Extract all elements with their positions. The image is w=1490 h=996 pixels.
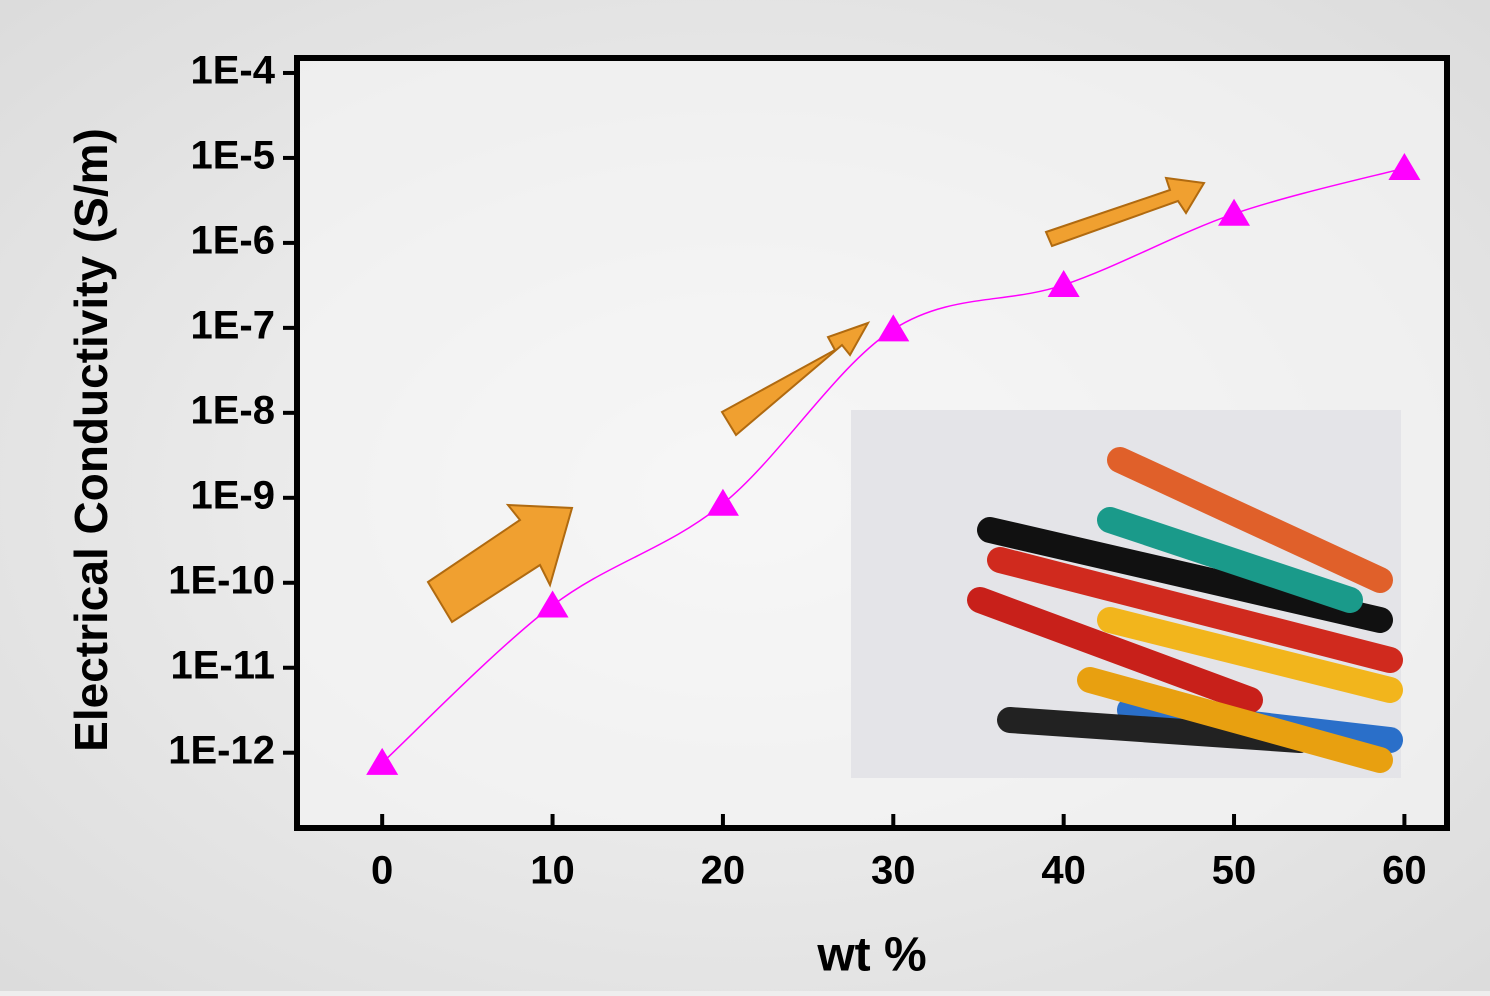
x-tick-label: 0	[371, 849, 393, 893]
y-tick-label: 1E-8	[191, 388, 276, 432]
arrows	[426, 176, 1206, 624]
y-tick-label: 1E-4	[191, 49, 276, 93]
y-axis-label: Electrical Conductivity (S/m)	[65, 128, 117, 752]
x-axis-label: wt %	[816, 929, 926, 982]
y-tick-label: 1E-7	[191, 303, 276, 347]
y-tick-label: 1E-6	[191, 218, 276, 262]
data-marker	[1388, 153, 1421, 181]
y-tick-label: 1E-9	[191, 473, 276, 517]
data-marker	[366, 747, 399, 775]
data-marker	[1047, 269, 1080, 297]
x-tick-label: 20	[701, 849, 746, 893]
y-tick-label: 1E-12	[168, 728, 275, 772]
x-tick-label: 10	[530, 849, 575, 893]
y-tick-label: 1E-5	[191, 133, 276, 177]
data-marker	[1218, 198, 1251, 226]
x-tick-label: 60	[1382, 849, 1427, 893]
y-tick-label: 1E-11	[170, 643, 275, 687]
x-tick-label: 50	[1212, 849, 1257, 893]
data-marker	[706, 488, 739, 516]
inset-photo	[851, 410, 1403, 778]
x-tick-label: 40	[1041, 849, 1086, 893]
x-tick-label: 30	[871, 849, 916, 893]
data-marker	[877, 314, 910, 342]
y-tick-label: 1E-10	[168, 558, 275, 602]
data-marker	[536, 590, 569, 618]
